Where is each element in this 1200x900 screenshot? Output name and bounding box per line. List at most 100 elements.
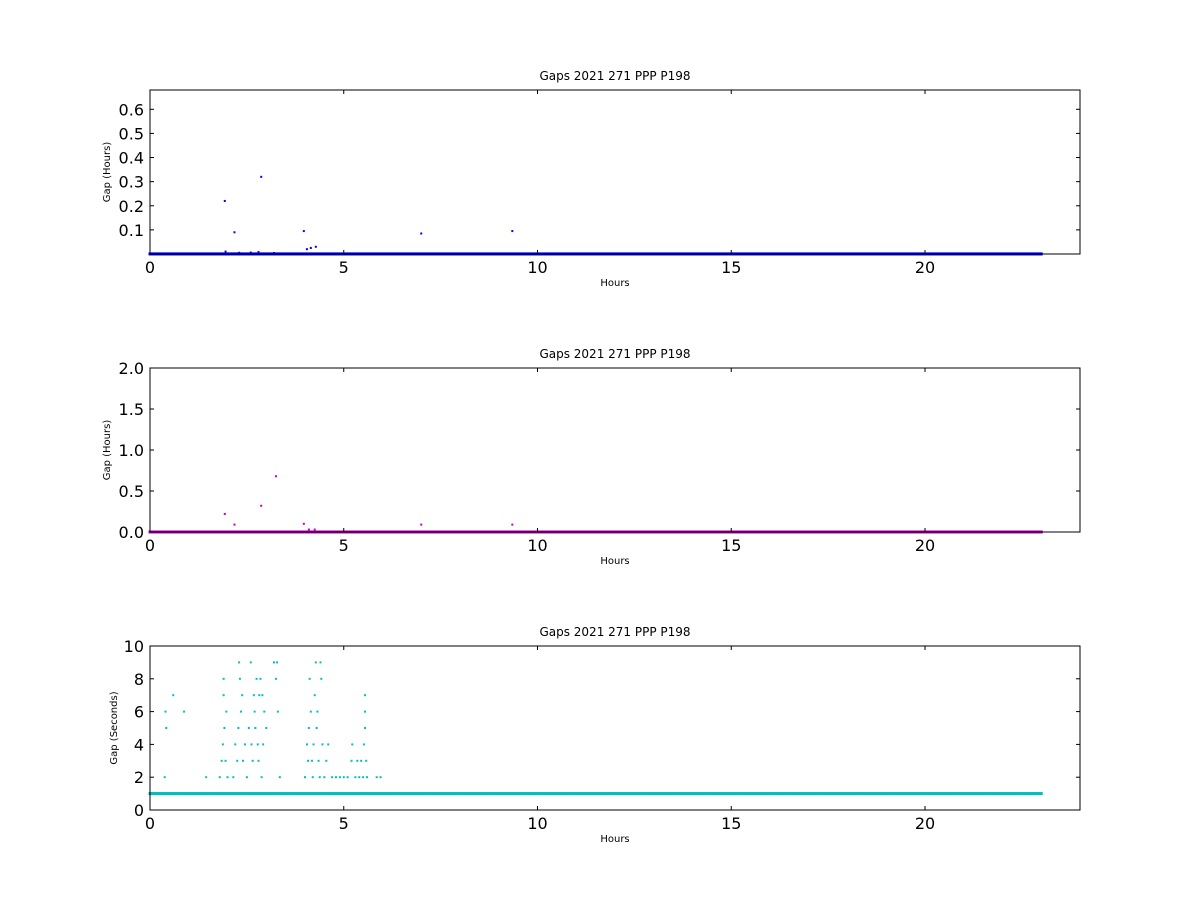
data-point [249, 251, 252, 254]
data-point [223, 512, 226, 515]
baseline-point [342, 792, 346, 796]
baseline-point [804, 792, 808, 796]
data-point [241, 694, 244, 697]
baseline-point [976, 792, 980, 796]
baseline-point [636, 792, 640, 796]
baseline-point [680, 792, 684, 796]
baseline-point [1010, 792, 1014, 796]
baseline-point [928, 792, 932, 796]
data-point [249, 661, 252, 664]
x-tick-label: 0 [145, 258, 155, 277]
baseline-point [1018, 792, 1022, 796]
baseline-point [354, 792, 358, 796]
data-point [257, 759, 260, 762]
data-point [335, 776, 337, 779]
baseline-point [630, 792, 634, 796]
baseline-point [469, 792, 473, 796]
data-point [252, 694, 255, 697]
baseline-point [886, 792, 890, 796]
baseline-point [235, 792, 239, 796]
data-point [218, 776, 221, 779]
y-tick-label: 2 [134, 768, 144, 787]
data-point [420, 232, 423, 235]
baseline-point [770, 792, 774, 796]
x-tick-label: 10 [527, 536, 547, 555]
baseline-point [945, 792, 949, 796]
baseline-point [394, 792, 398, 796]
baseline-point [221, 792, 225, 796]
baseline-point [528, 792, 532, 796]
baseline-point [396, 792, 400, 796]
data-point [223, 727, 226, 729]
baseline-point [560, 792, 564, 796]
data-point [320, 677, 323, 680]
baseline-point [187, 792, 191, 796]
data-point [364, 710, 367, 713]
baseline-point [765, 792, 769, 796]
baseline-point [213, 792, 217, 796]
data-point [278, 776, 281, 779]
baseline-point [1033, 792, 1037, 796]
baseline-point [467, 792, 471, 796]
baseline-point [946, 792, 950, 796]
baseline-point [912, 792, 916, 796]
baseline-point [328, 792, 332, 796]
baseline-point [1002, 792, 1006, 796]
baseline-point [1028, 792, 1032, 796]
baseline-point [412, 792, 415, 796]
baseline-point [835, 792, 839, 796]
baseline-point [681, 792, 685, 796]
baseline-point [847, 792, 851, 796]
baseline-point [870, 792, 874, 796]
data-point [242, 759, 244, 762]
data-point [250, 743, 253, 746]
baseline-point [951, 792, 955, 796]
data-point [226, 776, 229, 779]
data-point [263, 710, 266, 713]
data-point [274, 475, 277, 478]
baseline-point [587, 792, 591, 796]
baseline-point [653, 792, 657, 796]
data-point [314, 245, 317, 248]
baseline-point [478, 792, 482, 796]
baseline-point [650, 792, 654, 796]
baseline-point [703, 792, 707, 796]
data-point [307, 727, 310, 729]
baseline-point [615, 792, 619, 796]
baseline-point [261, 792, 265, 796]
baseline-point [782, 792, 786, 796]
baseline-point [559, 792, 563, 796]
baseline-point [754, 792, 758, 796]
baseline-point [305, 792, 309, 796]
y-tick-label: 0.6 [119, 100, 144, 119]
data-point [276, 710, 279, 713]
data-point [220, 759, 223, 762]
baseline-point [613, 792, 617, 796]
baseline-point [184, 792, 188, 796]
baseline-point [753, 792, 756, 796]
baseline-point [153, 792, 157, 796]
data-point [366, 776, 368, 779]
baseline-point [652, 792, 656, 796]
baseline-point [1005, 792, 1009, 796]
baseline-point [525, 792, 529, 796]
baseline-point [869, 792, 873, 796]
baseline-point [771, 792, 775, 796]
baseline-point [692, 792, 696, 796]
baseline-point [422, 792, 426, 796]
baseline-point [171, 792, 175, 796]
data-point [238, 677, 241, 680]
baseline-point [673, 792, 677, 796]
baseline-point [895, 792, 899, 796]
baseline-point [362, 792, 366, 796]
baseline-point [604, 792, 608, 796]
baseline-point [610, 792, 614, 796]
baseline-point [624, 792, 628, 796]
baseline-point [1038, 792, 1042, 796]
baseline-point [584, 792, 588, 796]
baseline-point [401, 792, 405, 796]
baseline-point [1013, 792, 1017, 796]
baseline-point [588, 792, 592, 796]
data-point [262, 743, 265, 746]
data-point [364, 727, 367, 729]
